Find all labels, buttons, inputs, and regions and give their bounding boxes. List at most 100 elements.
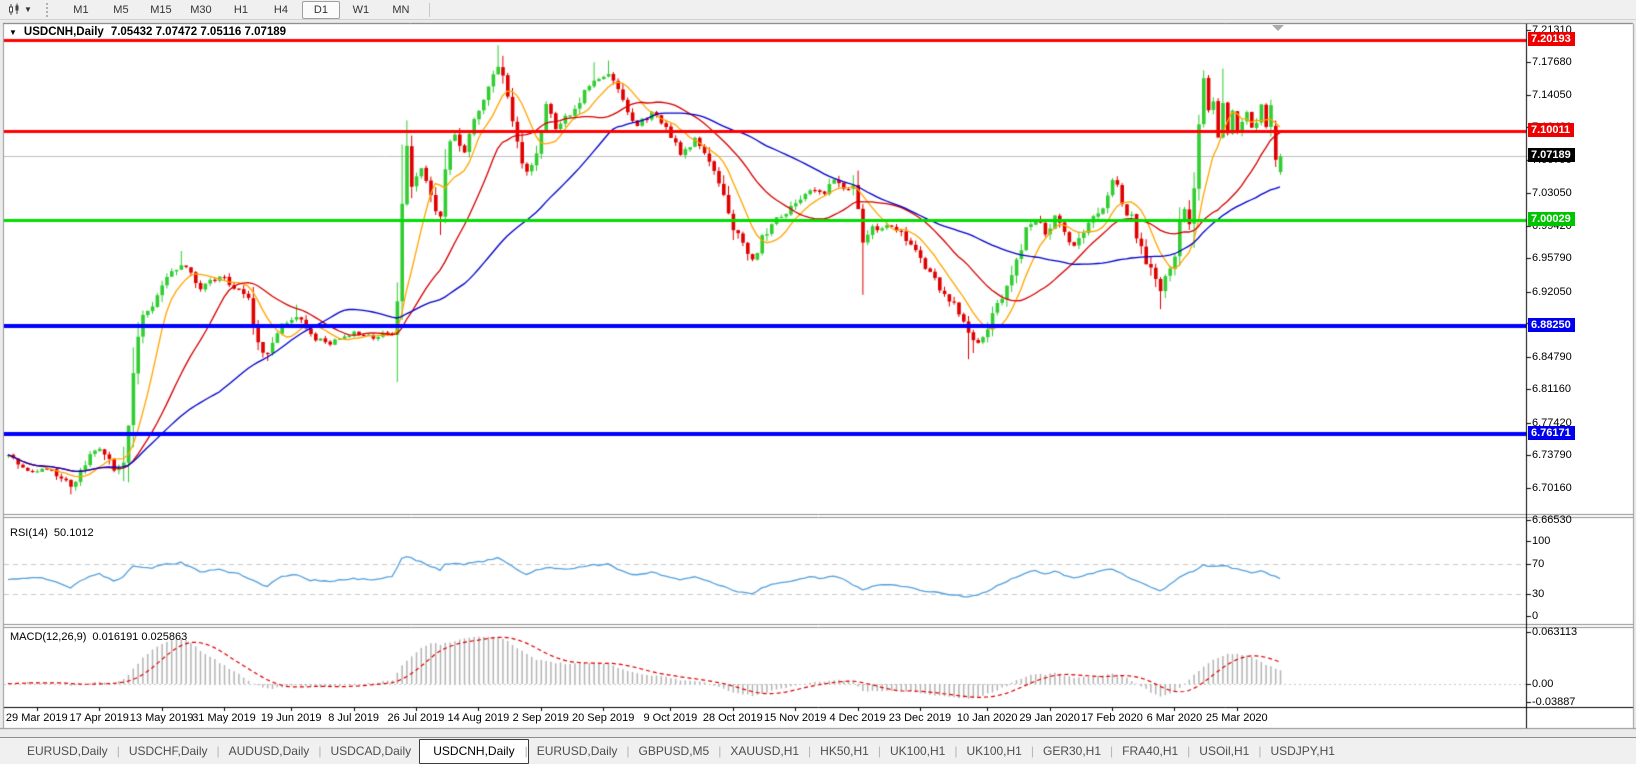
toolbar-grip[interactable] [45,2,55,17]
date-tick-label: 4 Dec 2019 [829,712,886,724]
price-tick-label: 7.17680 [1532,56,1572,69]
price-tick-label: 6.77420 [1532,416,1572,429]
period-button-d1[interactable]: D1 [301,0,340,19]
chart-tab-uk100-h1[interactable]: UK100,H1 [966,744,1022,758]
period-button-m15[interactable]: M15 [150,3,172,16]
price-tick-label: 7.03050 [1532,187,1572,200]
date-tick-label: 2 Sep 2019 [512,712,569,724]
chart-tab-usdcad-daily[interactable]: USDCAD,Daily [330,744,412,758]
chart-shift-marker-icon[interactable] [1272,25,1284,31]
ohlc-values: 7.05432 7.07472 7.05116 7.07189 [110,26,287,38]
tab-divider: | [718,744,722,758]
chevron-down-icon: ▼ [24,4,32,14]
date-tick-label: 31 May 2019 [192,712,256,724]
macd-tick-label: -0.03887 [1532,696,1576,708]
chart-tab-hk50-h1[interactable]: HK50,H1 [820,744,869,758]
chart-tab-usoil-h1[interactable]: USOil,H1 [1199,744,1250,758]
date-tick-label: 14 Aug 2019 [447,712,510,724]
candlestick-chart-icon [9,3,19,15]
date-tick-label: 8 Jul 2019 [328,712,379,724]
macd-panel-divider[interactable] [0,623,1636,627]
rsi-panel-divider[interactable] [0,513,1636,517]
price-tick-label: 6.95790 [1532,252,1572,265]
macd-tick-label: 0.063113 [1532,626,1578,638]
price-tick-label: 6.70160 [1532,481,1572,494]
chart-tab-eurusd-daily[interactable]: EURUSD,Daily [536,744,618,758]
date-tick-label: 25 Mar 2020 [1205,712,1268,724]
price-tick-label: 6.92050 [1532,285,1572,298]
chart-tabs-bar: EURUSD,Daily | USDCHF,Daily | AUDUSD,Daily | U… [0,737,1636,764]
price-tick-label: 6.84790 [1532,350,1572,363]
chart-type-button[interactable]: ▼ [2,2,38,18]
period-button-w1[interactable]: W1 [352,3,370,16]
macd-panel-area[interactable] [4,628,1526,707]
collapse-triangle-icon[interactable]: ▼ [9,27,17,37]
chart-tab-fra40-h1[interactable]: FRA40,H1 [1122,744,1179,758]
date-tick-label: 6 Mar 2020 [1146,712,1203,724]
date-tick-label: 10 Jan 2020 [956,712,1018,724]
level-price-badge: 7.00029 [1528,212,1575,227]
symbol-period-label: USDCNH,Daily [23,26,104,38]
rsi-indicator-label: RSI(14) 50.1012 [10,527,94,539]
tab-divider: | [877,744,881,758]
chart-tab-xauusd-h1[interactable]: XAUUSD,H1 [730,744,800,758]
level-price-badge: 6.76171 [1528,425,1575,440]
chart-tab-usdchf-daily[interactable]: USDCHF,Daily [128,744,208,758]
tab-divider: | [954,744,958,758]
period-buttons-group: M1 M5 M15 M30 H1 H4 D1 W1 MN [61,0,421,19]
date-tick-label: 17 Apr 2019 [69,712,129,724]
period-button-m1[interactable]: M1 [73,3,89,16]
tab-divider: | [1110,744,1114,758]
tab-divider: | [1258,744,1262,758]
tab-divider: | [626,744,630,758]
period-button-m5[interactable]: M5 [113,3,129,16]
chart-tab-audusd-daily[interactable]: AUDUSD,Daily [228,744,310,758]
chart-tab-eurusd-daily[interactable]: EURUSD,Daily [27,744,108,758]
price-tick-label: 6.66530 [1532,514,1572,526]
period-button-m30[interactable]: M30 [190,3,212,16]
level-price-badge: 7.10011 [1528,123,1575,138]
chart-tab-usdjpy-h1[interactable]: USDJPY,H1 [1270,744,1335,758]
chart-tab-uk100-h1[interactable]: UK100,H1 [889,744,946,758]
price-tick-label: 7.14050 [1532,88,1572,101]
period-button-h1[interactable]: H1 [233,3,248,16]
macd-values: 0.016191 0.025863 [92,631,188,643]
date-tick-label: 23 Dec 2019 [888,712,952,724]
price-tick-label: 6.73790 [1532,449,1572,462]
tab-divider: | [318,744,322,758]
date-tick-label: 15 Nov 2019 [763,712,827,724]
date-tick-label: 17 Feb 2020 [1081,712,1143,724]
tab-divider: | [524,744,528,758]
macd-indicator-label: MACD(12,26,9) 0.016191 0.025863 [10,631,187,643]
main-chart-area[interactable] [4,24,1526,514]
period-button-mn[interactable]: MN [392,3,410,16]
date-tick-label: 20 Sep 2019 [571,712,635,724]
level-price-badge: 7.20193 [1528,31,1575,46]
rsi-name: RSI(14) [10,527,48,539]
period-button-h4[interactable]: H4 [273,3,288,16]
macd-tick-label: 0.00 [1532,678,1554,690]
current-price-badge: 7.07189 [1528,148,1575,163]
date-tick-label: 29 Jan 2020 [1019,712,1080,724]
toolbar-separator [428,2,430,17]
tab-divider: | [1030,744,1034,758]
tab-divider: | [1187,744,1191,758]
tab-divider: | [216,744,220,758]
timeframes-toolbar: ▼ M1 M5 M15 M30 H1 H4 D1 W1 MN [0,0,1636,20]
chart-tab-ger30-h1[interactable]: GER30,H1 [1042,744,1102,758]
rsi-tick-label: 70 [1532,557,1545,570]
rsi-value: 50.1012 [53,527,94,539]
tab-divider: | [116,744,120,758]
rsi-tick-label: 0 [1532,610,1539,622]
date-tick-label: 13 May 2019 [129,712,194,724]
price-tick-label: 6.81160 [1532,383,1571,396]
chart-tab-usdcnh-daily[interactable]: USDCNH,Daily [419,738,529,764]
chart-tab-gbpusd-m5[interactable]: GBPUSD,M5 [638,744,710,758]
date-tick-label: 29 Mar 2019 [5,712,68,724]
level-price-badge: 6.88250 [1528,317,1575,332]
rsi-panel-area[interactable] [4,518,1526,624]
date-tick-label: 28 Oct 2019 [702,712,763,724]
chart-title: ▼ USDCNH,Daily 7.05432 7.07472 7.05116 7… [9,26,286,38]
rsi-tick-label: 100 [1532,535,1551,547]
